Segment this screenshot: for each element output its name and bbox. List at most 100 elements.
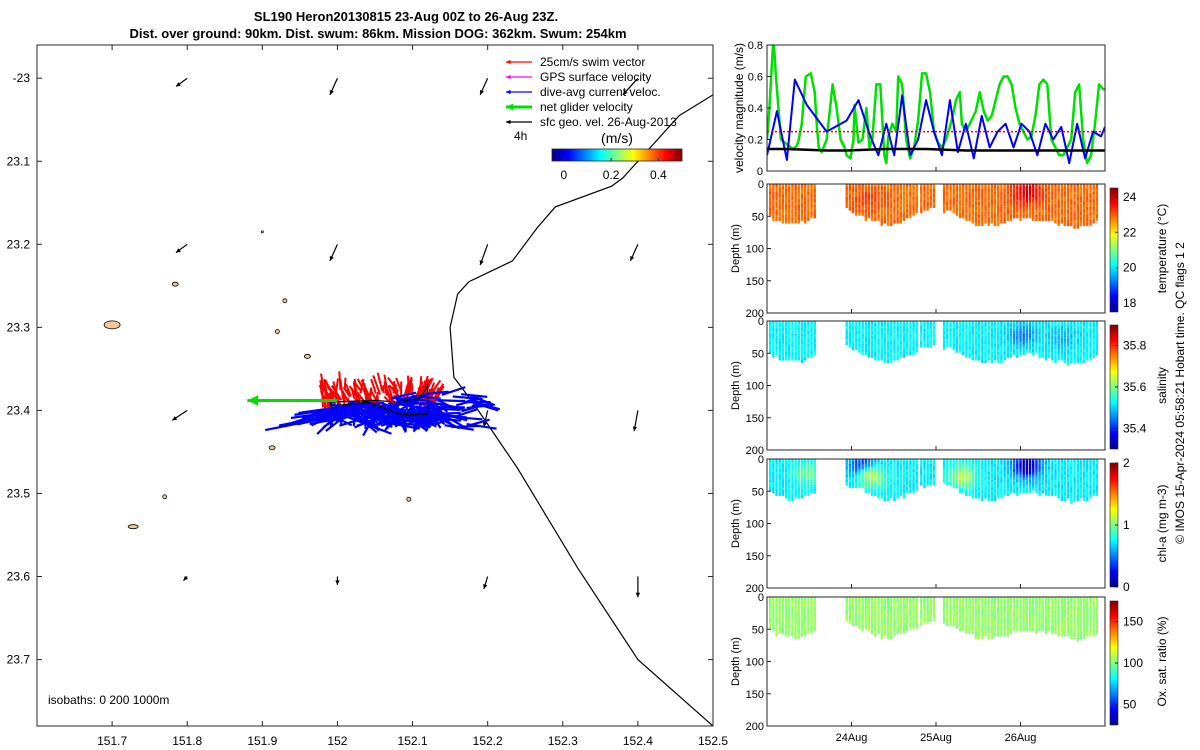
depth-cell [851, 184, 855, 188]
depth-cell [768, 469, 772, 473]
depth-cell [1016, 477, 1019, 481]
depth-cell [942, 333, 946, 338]
depth-cell [797, 482, 801, 486]
depth-cell [987, 464, 990, 468]
depth-tick-label: 200 [746, 583, 764, 595]
depth-cell [993, 336, 997, 340]
dive-avg-vector [427, 412, 447, 416]
depth-cell [1028, 482, 1032, 486]
depth-cell [855, 474, 858, 478]
depth-cell [962, 339, 965, 343]
depth-cell [1089, 464, 1092, 468]
depth-cell [997, 354, 1000, 358]
depth-cell [1067, 341, 1070, 346]
depth-cell [1057, 184, 1060, 188]
depth-colorbar-tick-label: 0 [1123, 580, 1130, 594]
depth-cell [946, 464, 949, 468]
depth-cell [1012, 328, 1016, 333]
depth-cell [797, 630, 801, 634]
depth-cell [880, 351, 883, 356]
legend-arrow [506, 74, 532, 80]
depth-cell [1073, 466, 1076, 471]
depth-cell [848, 194, 852, 198]
depth-cell [1022, 477, 1025, 481]
depth-cell [932, 189, 936, 193]
depth-cell [997, 471, 1000, 476]
depth-cell [1086, 189, 1089, 193]
depth-cell [1041, 191, 1044, 196]
depth-cell [1044, 191, 1048, 196]
depth-cell [778, 194, 781, 198]
depth-cell [813, 207, 816, 211]
depth-cell [772, 349, 775, 353]
depth-cell [987, 459, 990, 463]
depth-cell [905, 484, 909, 489]
depth-cell [880, 482, 883, 486]
depth-cell [915, 333, 918, 338]
depth-cell [1060, 199, 1064, 203]
depth-cell [803, 633, 807, 637]
depth-cell [909, 339, 912, 343]
depth-cell [1003, 341, 1006, 346]
depth-cell [858, 199, 861, 203]
depth-cell [784, 217, 788, 221]
depth-cell [1060, 328, 1064, 333]
depth-cell [932, 602, 936, 606]
depth-cell [1009, 477, 1013, 481]
depth-cell [899, 333, 903, 338]
depth-cell [794, 341, 797, 346]
depth-cell [768, 321, 772, 325]
depth-cell [855, 189, 858, 193]
depth-cell [968, 189, 971, 193]
depth-cell [929, 333, 933, 338]
depth-cell [768, 461, 772, 465]
depth-cell [800, 609, 804, 614]
depth-cell [1054, 326, 1057, 330]
depth-cell [896, 487, 899, 491]
depth-cell [893, 207, 896, 211]
depth-cell [807, 186, 810, 190]
legend-entry: sfc geo. vel. 26-Aug-2013 [506, 115, 677, 129]
depth-cell [1047, 321, 1051, 325]
depth-cell [784, 207, 788, 211]
depth-cell [1016, 207, 1019, 211]
depth-cell [791, 196, 794, 201]
depth-cell [1089, 222, 1092, 227]
depth-cell [905, 489, 909, 494]
dive-avg-vector [392, 422, 420, 430]
depth-cell [778, 599, 781, 603]
depth-cell [987, 202, 990, 206]
depth-cell [912, 599, 915, 603]
depth-cell [896, 489, 899, 494]
depth-cell [962, 194, 965, 198]
depth-cell [855, 186, 858, 190]
depth-cell [984, 484, 987, 489]
depth-cell [926, 341, 929, 346]
depth-cell [791, 620, 794, 624]
depth-cell [1082, 489, 1086, 494]
depth-cell [848, 331, 852, 335]
depth-cell [784, 349, 788, 353]
depth-cell [1000, 479, 1003, 484]
depth-cell [1092, 351, 1095, 356]
depth-cell [886, 464, 890, 468]
depth-cell [923, 321, 926, 325]
depth-cell [775, 336, 778, 340]
depth-cell [1009, 349, 1013, 353]
depth-cell [968, 351, 971, 356]
depth-cell [1057, 214, 1060, 219]
depth-cell [909, 612, 912, 616]
depth-cell [958, 191, 962, 196]
depth-cell [990, 359, 994, 364]
depth-cell [807, 204, 810, 209]
depth-cell [886, 630, 890, 634]
depth-cell [981, 191, 984, 196]
depth-cell [1089, 199, 1092, 203]
depth-cell [1089, 196, 1092, 201]
depth-cell [929, 189, 933, 193]
depth-cell [1057, 464, 1060, 468]
depth-cell [952, 196, 955, 201]
depth-cell [883, 204, 887, 209]
depth-cell [946, 471, 949, 476]
depth-cell [810, 622, 813, 627]
